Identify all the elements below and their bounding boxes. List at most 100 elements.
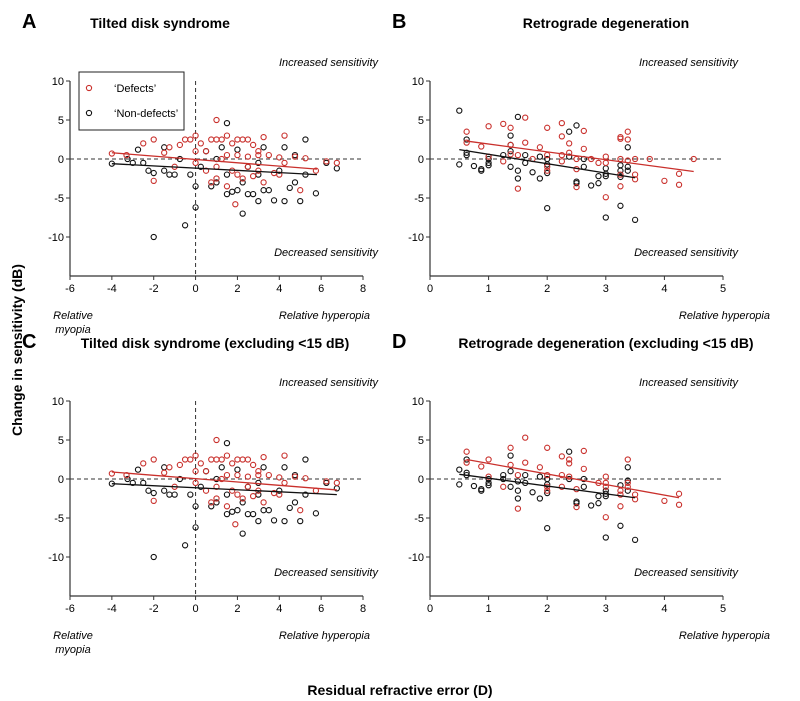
defects-point <box>514 151 522 159</box>
x-tick-label: 4 <box>276 283 282 295</box>
defects-point <box>255 468 262 475</box>
non-defects-point <box>624 163 631 170</box>
defects-point <box>558 158 565 165</box>
x-tick-label: 0 <box>193 603 199 615</box>
non-defects-point <box>234 146 241 153</box>
defects-point <box>213 456 220 463</box>
non-defects-point <box>536 473 544 480</box>
x-tick-label: 8 <box>360 603 366 615</box>
non-defects-point <box>234 466 241 473</box>
defects-point <box>297 187 304 194</box>
increased-sensitivity-note: Increased sensitivity <box>639 377 740 389</box>
defects-point <box>249 461 257 469</box>
non-defects-point <box>566 448 573 455</box>
defects-point <box>123 151 130 159</box>
defects-point <box>281 132 288 139</box>
defects-point <box>223 452 231 459</box>
decreased-sensitivity-note: Decreased sensitivity <box>274 567 379 579</box>
legend-defects-label: ‘Defects’ <box>114 83 156 95</box>
non-defects-point <box>244 510 252 518</box>
defects-point <box>646 155 653 163</box>
non-defects-point <box>223 491 231 498</box>
defects-point <box>281 452 288 459</box>
defects-point <box>181 456 189 463</box>
non-defects-point <box>624 477 631 484</box>
defects-point <box>507 124 514 131</box>
non-defects-point <box>234 187 241 194</box>
defects-point <box>558 453 565 460</box>
panel-b: B Retrograde degeneration Increased sensit… <box>392 11 770 322</box>
defects-point <box>161 469 168 476</box>
defects-point <box>602 194 609 201</box>
defects-point <box>675 181 683 188</box>
defects-point <box>208 136 215 143</box>
non-defects-point <box>544 481 551 488</box>
decreased-sensitivity-note: Decreased sensitivity <box>634 567 739 579</box>
non-defects-point <box>239 499 246 506</box>
x-tick-label: 4 <box>276 603 282 615</box>
defects-point <box>150 136 157 143</box>
non-defects-point <box>522 151 529 159</box>
non-defects-point <box>255 159 262 167</box>
y-tick-label: 10 <box>412 396 424 408</box>
defects-point <box>522 114 529 121</box>
defects-point <box>580 447 587 455</box>
non-defects-point <box>260 464 267 471</box>
non-defects-point <box>223 510 231 518</box>
non-defects-point <box>602 534 609 541</box>
defects-point <box>229 460 236 467</box>
x-tick-label: 0 <box>427 283 433 295</box>
non-defects-point <box>595 180 602 187</box>
non-defects-point <box>456 466 463 473</box>
non-defects-point <box>129 159 136 167</box>
non-defects-point <box>192 183 199 190</box>
non-defects-point <box>260 507 267 514</box>
non-defects-point <box>573 500 580 507</box>
defects-point <box>276 154 283 161</box>
non-defects-point <box>544 204 551 212</box>
non-defects-point <box>566 128 573 135</box>
non-defects-point <box>485 482 492 489</box>
defects-point <box>507 444 514 451</box>
defects-point <box>213 175 220 182</box>
non-defects-point <box>617 202 624 209</box>
defects-point <box>631 176 639 183</box>
defects-point <box>187 136 194 143</box>
defects-point <box>323 478 330 485</box>
y-tick-label: 0 <box>418 154 424 166</box>
non-defects-point <box>624 464 631 471</box>
defects-point <box>297 507 304 514</box>
non-defects-point <box>255 517 262 525</box>
defects-point <box>276 474 283 481</box>
non-defects-point <box>333 165 340 172</box>
panel-title: Tilted disk syndrome <box>90 15 230 31</box>
non-defects-point <box>302 491 309 498</box>
non-defects-point <box>229 188 236 195</box>
x-tick-label: -6 <box>65 603 75 615</box>
defects-point <box>291 473 299 480</box>
defects-point <box>249 173 257 180</box>
non-defects-point <box>166 171 173 178</box>
defects-point <box>522 459 529 466</box>
non-defects-point <box>286 504 293 512</box>
decreased-sensitivity-note: Decreased sensitivity <box>274 247 379 259</box>
increased-sensitivity-note: Increased sensitivity <box>279 377 380 389</box>
non-defects-point <box>244 190 252 198</box>
non-defects-point <box>478 487 485 494</box>
y-tick-label: 5 <box>418 435 424 447</box>
non-defects-point <box>260 187 267 194</box>
non-defects-point <box>276 167 283 174</box>
defects-point <box>624 483 631 490</box>
panel-title: Retrograde degeneration (excluding <15 d… <box>458 335 753 351</box>
non-defects-point <box>181 542 189 549</box>
x-tick-label: 2 <box>234 283 240 295</box>
defects-point <box>223 471 231 479</box>
non-defects-point <box>302 136 309 143</box>
non-defects-point <box>223 119 231 127</box>
defects-point <box>265 471 272 479</box>
non-defects-point <box>234 507 241 514</box>
defects-point <box>661 497 668 504</box>
non-defects-point <box>507 163 514 170</box>
non-defects-point <box>297 517 304 525</box>
defects-point <box>234 151 241 159</box>
